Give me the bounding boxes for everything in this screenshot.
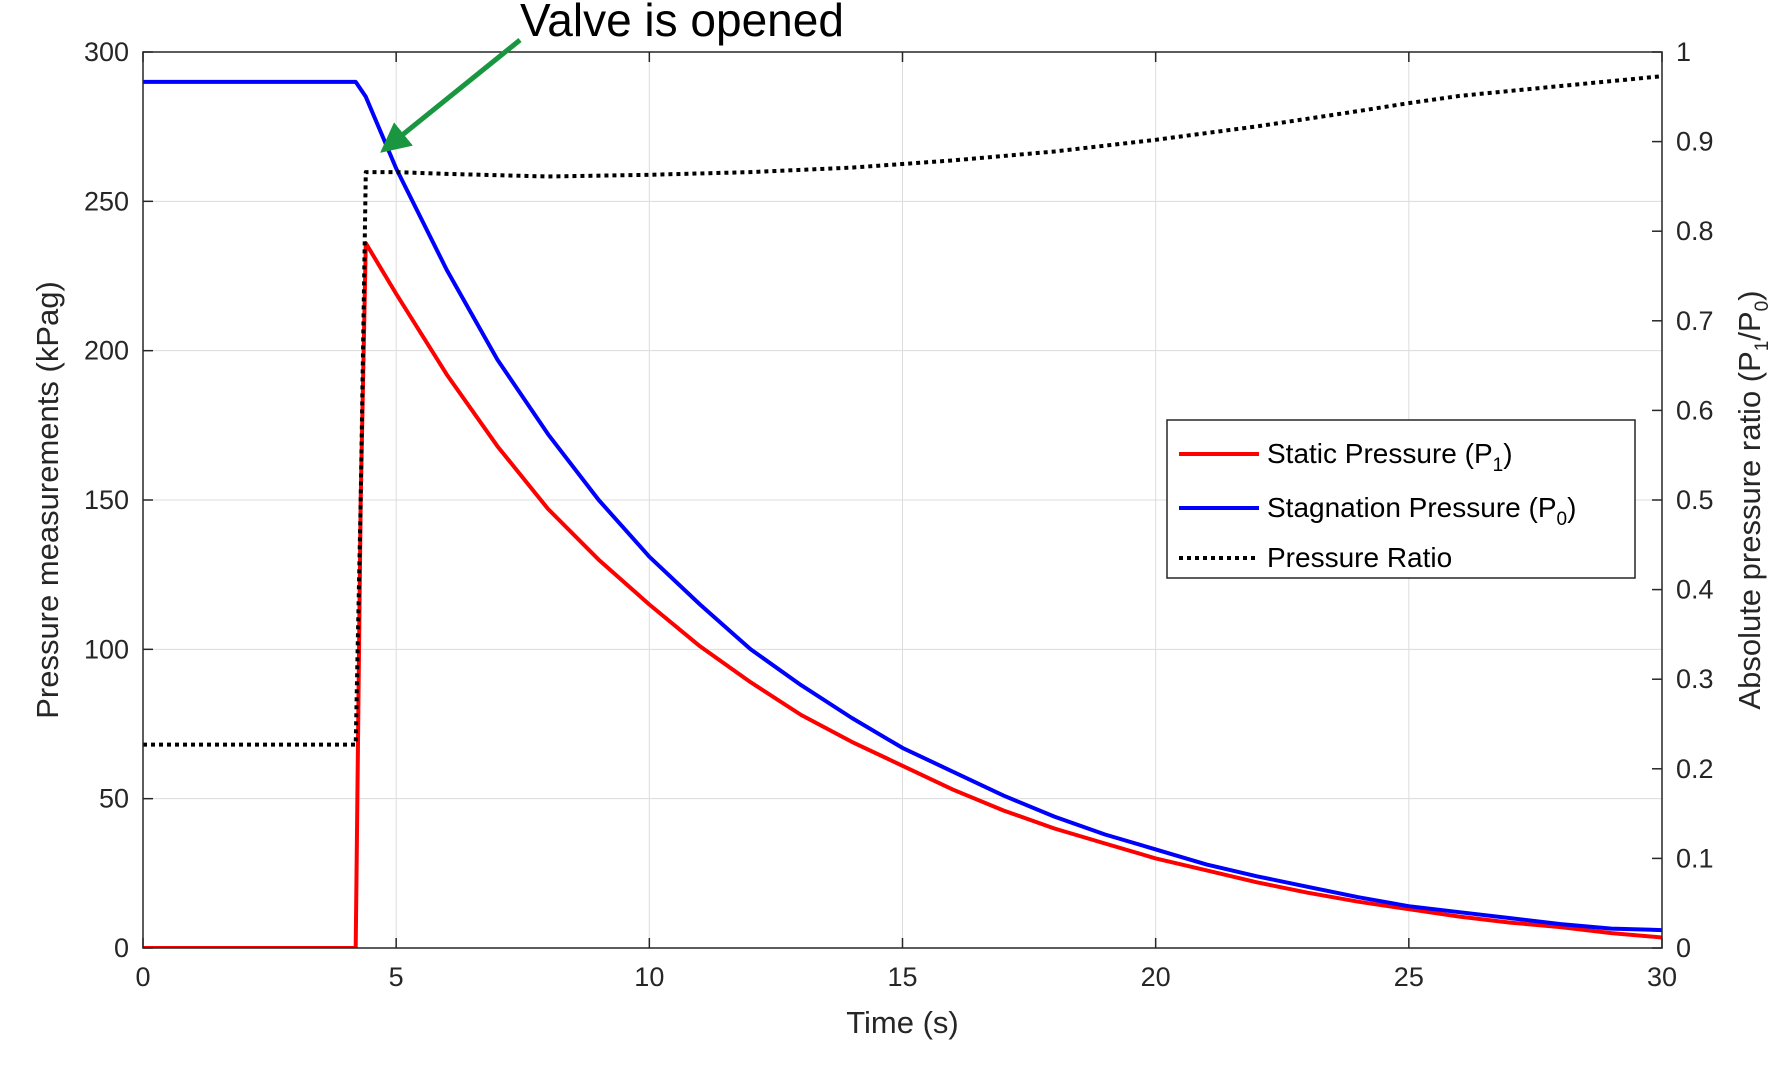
y-right-tick-label: 0 (1676, 933, 1691, 963)
y-right-tick-label: 0.8 (1676, 216, 1714, 246)
annotation-arrow (380, 38, 522, 153)
series-line-stagnation-pressure (143, 79, 1662, 933)
x-tick-label: 5 (389, 962, 404, 992)
y-right-tick-label: 0.9 (1676, 127, 1714, 157)
x-tick-label: 10 (634, 962, 664, 992)
y-right-tick-label: 0.4 (1676, 575, 1714, 605)
series-line-pressure-ratio (143, 74, 1662, 747)
y-right-title-slash: /P (1732, 311, 1767, 340)
y-right-title-sub1: 1 (1752, 341, 1773, 352)
legend: Static Pressure (P1) Stagnation Pressure… (1166, 419, 1636, 579)
y-right-tick-label: 1 (1676, 37, 1691, 67)
x-tick-label: 20 (1141, 962, 1171, 992)
y-left-tick-label: 300 (84, 37, 129, 67)
y-left-tick-label: 200 (84, 336, 129, 366)
y-left-tick-label: 100 (84, 634, 129, 664)
y-right-tick-label: 0.3 (1676, 664, 1714, 694)
y-right-tick-label: 0.6 (1676, 395, 1714, 425)
y-left-tick-label: 250 (84, 186, 129, 216)
y-right-title-close: ) (1732, 290, 1767, 300)
annotation-text: Valve is opened (520, 0, 844, 46)
y-right-tick-label: 0.1 (1676, 843, 1714, 873)
legend-label-stagnation-pressure: Stagnation Pressure (P0) (1267, 492, 1576, 530)
y-left-tick-label: 0 (114, 933, 129, 963)
legend-label-pressure-ratio: Pressure Ratio (1267, 542, 1452, 573)
series-line-static-pressure (143, 241, 1662, 948)
tick-layer: 0 5 10 15 20 25 3005010015020025030000.10.20.3… (84, 37, 1714, 992)
y-right-title-main: Absolute pressure ratio (P (1732, 351, 1767, 709)
x-tick-label: 25 (1394, 962, 1424, 992)
y-right-axis-title: Absolute pressure ratio (P1/P0) (1732, 290, 1773, 709)
x-axis-title: Time (s) (846, 1005, 959, 1040)
y-left-axis-title: Pressure measurements (kPag) (30, 281, 65, 719)
y-right-tick-label: 0.5 (1676, 485, 1714, 515)
y-right-tick-label: 0.7 (1676, 306, 1714, 336)
x-tick-label: 15 (887, 962, 917, 992)
legend-label-static-pressure: Static Pressure (P1) (1267, 438, 1513, 476)
legend-box (1166, 419, 1636, 579)
annotation: Valve is opened (380, 0, 844, 153)
series-layer (143, 74, 1662, 948)
y-left-tick-label: 150 (84, 485, 129, 515)
y-right-title-sub2: 0 (1752, 301, 1773, 312)
y-left-tick-label: 50 (99, 784, 129, 814)
y-right-tick-label: 0.2 (1676, 754, 1714, 784)
x-tick-label: 30 (1647, 962, 1677, 992)
x-tick-label: 0 (135, 962, 150, 992)
